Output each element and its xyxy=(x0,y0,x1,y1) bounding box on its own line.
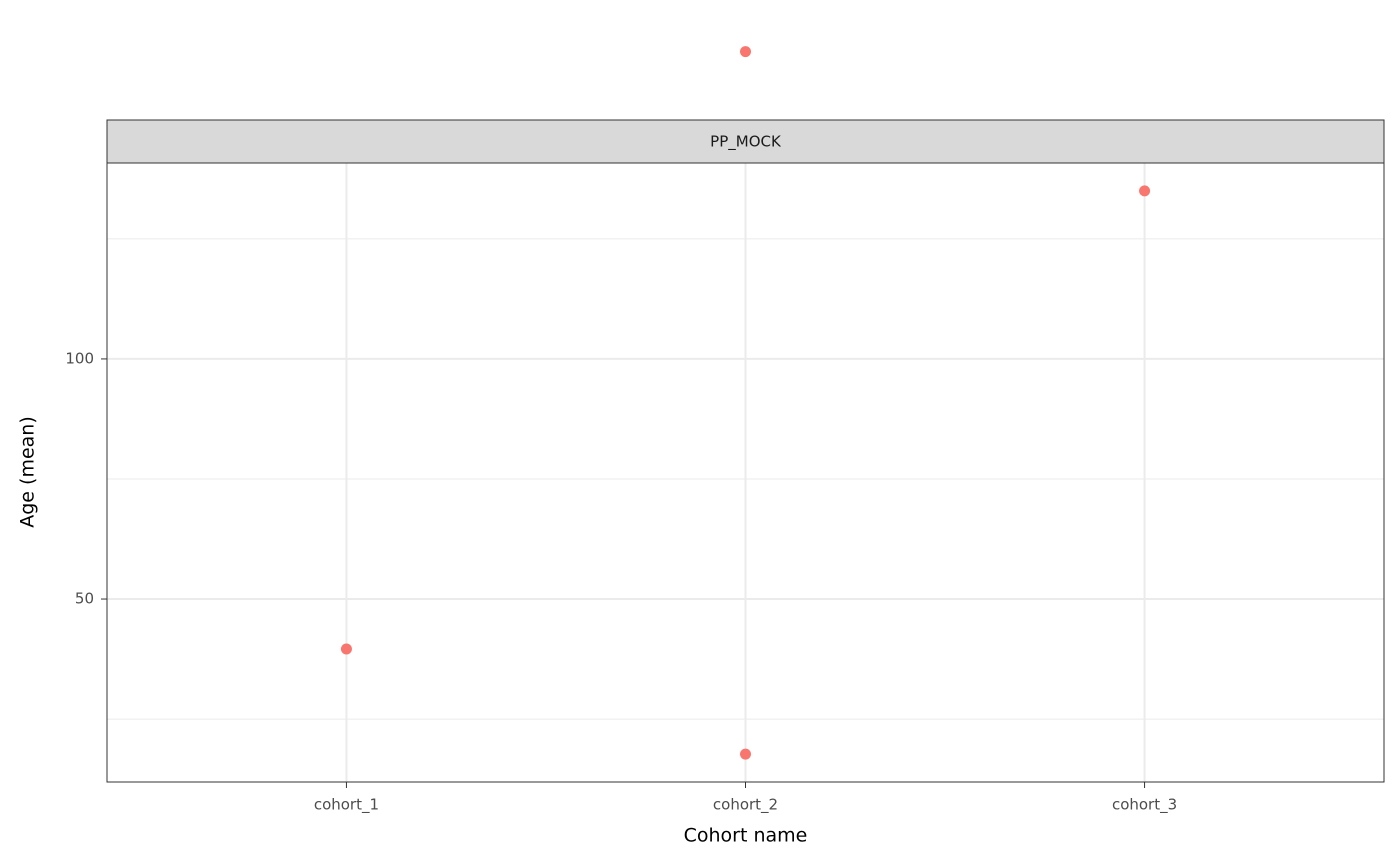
x-tick-label: cohort_1 xyxy=(314,796,379,815)
x-tick-label: cohort_2 xyxy=(713,796,778,815)
x-axis-label: Cohort name xyxy=(684,825,808,847)
grid xyxy=(107,163,1384,782)
y-tick-label: 100 xyxy=(65,349,94,367)
y-axis-label: Age (mean) xyxy=(17,416,39,528)
facet-label: PP_MOCK xyxy=(710,133,782,152)
point xyxy=(740,748,751,760)
point xyxy=(340,643,352,655)
point xyxy=(1139,185,1151,197)
facet-strip xyxy=(106,119,1385,164)
point xyxy=(740,46,751,58)
y-tick-label: 50 xyxy=(75,590,94,608)
x-tick-label: cohort_3 xyxy=(1112,796,1177,815)
